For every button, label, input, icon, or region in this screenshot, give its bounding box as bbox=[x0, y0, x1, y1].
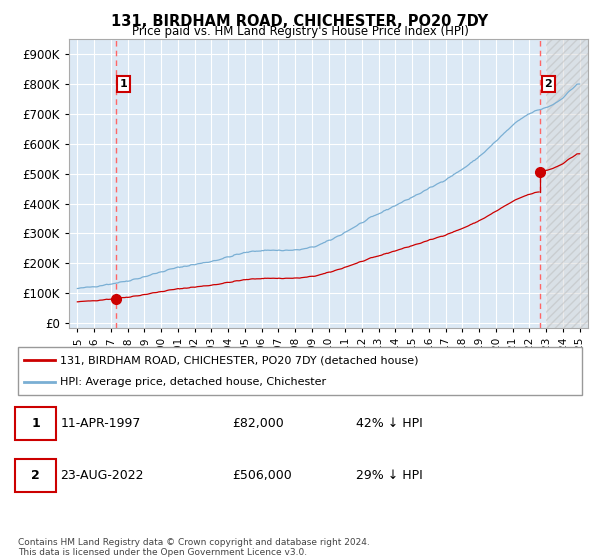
Text: 23-AUG-2022: 23-AUG-2022 bbox=[60, 469, 144, 482]
Text: 42% ↓ HPI: 42% ↓ HPI bbox=[356, 417, 423, 430]
FancyBboxPatch shape bbox=[15, 459, 56, 492]
Text: Price paid vs. HM Land Registry's House Price Index (HPI): Price paid vs. HM Land Registry's House … bbox=[131, 25, 469, 38]
Bar bbox=[546, 39, 588, 328]
Text: 29% ↓ HPI: 29% ↓ HPI bbox=[356, 469, 423, 482]
Text: 1: 1 bbox=[120, 79, 127, 89]
Text: 131, BIRDHAM ROAD, CHICHESTER, PO20 7DY: 131, BIRDHAM ROAD, CHICHESTER, PO20 7DY bbox=[112, 14, 488, 29]
FancyBboxPatch shape bbox=[18, 347, 582, 395]
Text: Contains HM Land Registry data © Crown copyright and database right 2024.
This d: Contains HM Land Registry data © Crown c… bbox=[18, 538, 370, 557]
Text: 11-APR-1997: 11-APR-1997 bbox=[60, 417, 140, 430]
FancyBboxPatch shape bbox=[15, 407, 56, 440]
Text: 2: 2 bbox=[544, 79, 552, 89]
Text: £82,000: £82,000 bbox=[232, 417, 284, 430]
Text: HPI: Average price, detached house, Chichester: HPI: Average price, detached house, Chic… bbox=[60, 377, 326, 387]
Text: £506,000: £506,000 bbox=[232, 469, 292, 482]
Text: 2: 2 bbox=[31, 469, 40, 482]
Text: 1: 1 bbox=[31, 417, 40, 430]
Text: 131, BIRDHAM ROAD, CHICHESTER, PO20 7DY (detached house): 131, BIRDHAM ROAD, CHICHESTER, PO20 7DY … bbox=[60, 355, 419, 365]
